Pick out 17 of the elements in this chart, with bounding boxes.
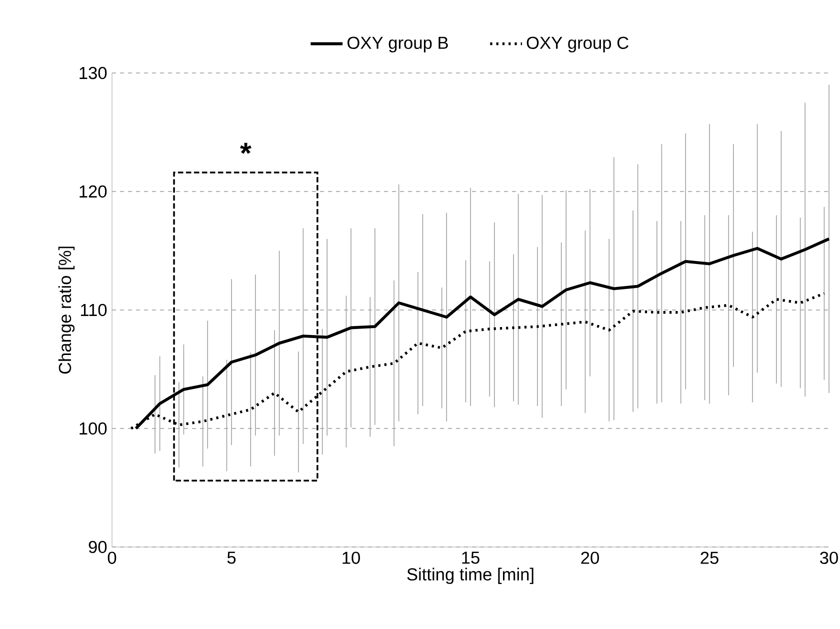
x-tick-label: 10: [342, 552, 360, 564]
annotation: *: [240, 142, 252, 154]
y-tick-label: 130: [80, 66, 107, 80]
y-tick-label: 100: [80, 422, 107, 435]
y-tick-label: 120: [80, 185, 107, 198]
x-tick-label: 20: [581, 552, 599, 564]
legend-label: OXY group C: [526, 36, 628, 52]
y-tick-label: 90: [88, 540, 107, 554]
y-axis-title: Change ratio [%]: [58, 246, 75, 374]
x-tick-label: 15: [462, 552, 480, 564]
x-tick-label: 5: [227, 552, 236, 564]
legend-label: OXY group B: [348, 36, 448, 52]
x-tick-label: 25: [700, 552, 718, 564]
y-tick-label: 110: [80, 304, 107, 316]
x-tick-label: 30: [820, 552, 838, 564]
x-tick-label: 0: [108, 552, 116, 564]
x-axis-title: Sitting time [min]: [407, 568, 534, 584]
